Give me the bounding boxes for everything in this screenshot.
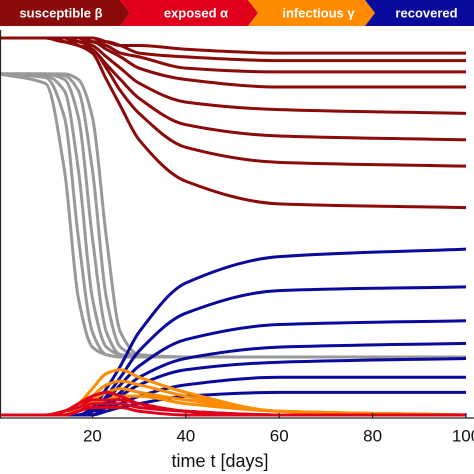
legend-label: susceptible β: [19, 5, 102, 20]
legend-swatch: [248, 0, 375, 26]
series-line: [0, 319, 467, 417]
legend-label: infectious γ: [282, 5, 355, 20]
series-line: [0, 247, 467, 417]
legend-swatch: [120, 0, 258, 26]
x-tick-label: 20: [83, 426, 102, 445]
series-line: [0, 36, 467, 115]
series-line: [0, 405, 466, 417]
x-tick-label: 100: [452, 426, 474, 445]
series-line: [0, 72, 466, 359]
legend-label: recovered: [395, 5, 457, 20]
x-tick-label: 60: [270, 426, 289, 445]
legend-swatch: [0, 0, 130, 26]
legend-label: exposed α: [164, 5, 228, 20]
x-tick-label: 80: [363, 426, 382, 445]
x-tick-label: 40: [176, 426, 195, 445]
legend-swatch: [365, 0, 474, 26]
series-line: [0, 36, 467, 210]
x-axis-label: time t [days]: [171, 451, 268, 471]
